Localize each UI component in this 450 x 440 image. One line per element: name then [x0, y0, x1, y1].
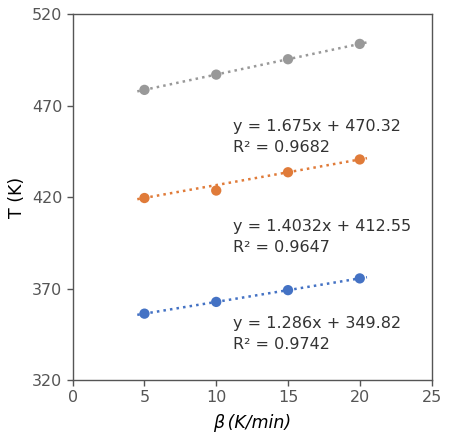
Y-axis label: T (K): T (K): [9, 176, 27, 218]
Point: [141, 310, 148, 317]
Point: [141, 194, 148, 202]
Point: [284, 169, 292, 176]
Point: [284, 286, 292, 293]
X-axis label: β (K/min): β (K/min): [213, 414, 291, 432]
Point: [356, 40, 363, 48]
Point: [213, 298, 220, 305]
Point: [213, 71, 220, 78]
Text: y = 1.675x + 470.32
R² = 0.9682: y = 1.675x + 470.32 R² = 0.9682: [234, 118, 401, 154]
Point: [213, 187, 220, 194]
Point: [141, 86, 148, 93]
Point: [284, 56, 292, 63]
Text: y = 1.4032x + 412.55
R² = 0.9647: y = 1.4032x + 412.55 R² = 0.9647: [234, 219, 412, 255]
Point: [356, 156, 363, 163]
Text: y = 1.286x + 349.82
R² = 0.9742: y = 1.286x + 349.82 R² = 0.9742: [234, 316, 401, 352]
Point: [356, 275, 363, 282]
